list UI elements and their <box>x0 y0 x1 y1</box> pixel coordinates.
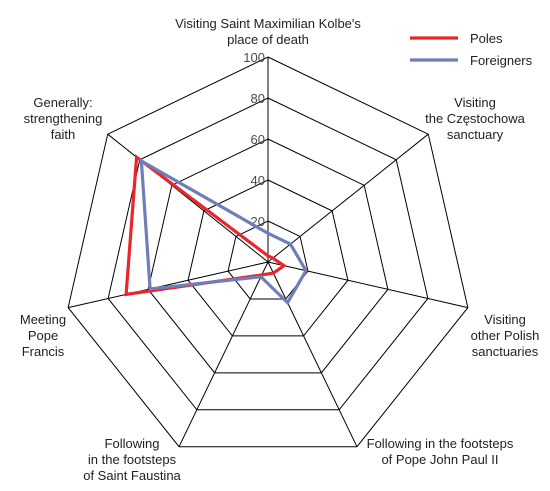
axis-label-0: Visiting Saint Maximilian Kolbe's place o… <box>175 16 361 47</box>
axis-label-2-line-1: other Polish <box>471 328 540 343</box>
axis-label-4-line-0: Following <box>105 436 160 451</box>
grid-ring-40 <box>187 179 349 337</box>
axis-label-0-line-1: place of death <box>227 32 309 47</box>
axis-label-1: Visiting the Częstochowa sanctuary <box>425 95 525 142</box>
axis-label-3-line-1: of Pope John Paul II <box>381 452 498 467</box>
axis-label-5-line-1: Pope <box>28 328 58 343</box>
axis-label-5-line-0: Meeting <box>20 312 66 327</box>
legend-label-foreigners: Foreigners <box>470 53 533 68</box>
axis-label-6-line-2: faith <box>51 127 76 142</box>
axis-label-3-line-0: Following in the footsteps <box>367 436 514 451</box>
axis-label-5: Meeting Pope Francis <box>20 312 66 359</box>
grid-ring-100 <box>67 56 469 448</box>
data-series <box>124 154 308 306</box>
series-poles <box>124 154 287 297</box>
axis-label-1-line-2: sanctuary <box>447 127 504 142</box>
axis-label-4: Following in the footsteps of Saint Fausti… <box>83 436 181 483</box>
axis-label-4-line-1: in the footsteps <box>88 452 177 467</box>
grid-ring-60 <box>147 138 389 374</box>
radar-grid <box>67 56 469 448</box>
axis-label-2: Visiting other Polish sanctuaries <box>471 312 540 359</box>
axis-label-3: Following in the footsteps of Pope John P… <box>367 436 514 467</box>
axis-label-1-line-0: Visiting <box>454 95 496 110</box>
legend: Poles Foreigners <box>410 31 533 68</box>
axis-label-5-line-2: Francis <box>22 344 65 359</box>
tick-label-100: 100 <box>243 50 265 65</box>
axis-label-0-line-0: Visiting Saint Maximilian Kolbe's <box>175 16 361 31</box>
axis-spoke-2 <box>267 261 468 309</box>
series-foreigners <box>139 158 308 306</box>
axis-spoke-5 <box>68 261 269 309</box>
legend-label-poles: Poles <box>470 31 503 46</box>
axis-label-2-line-2: sanctuaries <box>472 344 539 359</box>
axis-spoke-6 <box>107 133 269 263</box>
axis-label-6-line-1: strengthening <box>24 111 103 126</box>
axis-label-4-line-2: of Saint Faustina <box>83 468 181 483</box>
axis-spoke-4 <box>178 261 269 447</box>
tick-label-60: 60 <box>251 132 265 147</box>
axis-labels: Visiting Saint Maximilian Kolbe's place o… <box>20 16 539 483</box>
axis-label-1-line-1: the Częstochowa <box>425 111 525 126</box>
axis-label-2-line-0: Visiting <box>484 312 526 327</box>
tick-label-80: 80 <box>251 91 265 106</box>
axis-label-6: Generally: strengthening faith <box>24 95 103 142</box>
axis-spoke-1 <box>267 133 429 263</box>
grid-ring-20 <box>227 220 309 300</box>
axis-label-6-line-0: Generally: <box>33 95 92 110</box>
axis-spoke-3 <box>267 261 358 447</box>
tick-label-40: 40 <box>251 173 265 188</box>
